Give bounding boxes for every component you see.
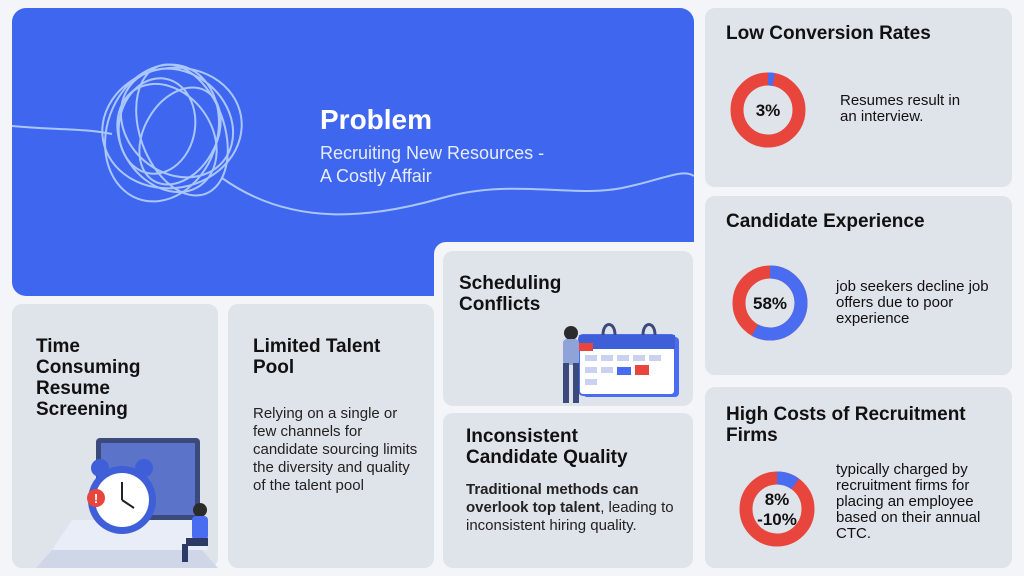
card-limited-talent: Limited Talent Pool Relying on a single … — [228, 304, 434, 568]
card-scheduling: Scheduling Conflicts — [443, 251, 693, 406]
calendar-illustration — [563, 323, 679, 403]
scribble-illustration — [12, 63, 694, 216]
card-time-consuming: Time Consuming Resume Screening ! — [12, 304, 218, 568]
donut-chart: 3% — [730, 72, 806, 148]
donut-value-label: 3% — [756, 101, 781, 120]
stat-title: Candidate Experience — [726, 211, 925, 232]
card-body-rest: , leading to inconsistent hiring quality… — [466, 499, 674, 534]
laptop-clock-illustration: ! — [36, 438, 218, 568]
card-title: Inconsistent Candidate Quality — [466, 426, 628, 468]
donut-value-arc — [732, 265, 808, 341]
stat-title: High Costs of Recruitment Firms — [726, 404, 966, 446]
donut-value-arc — [739, 471, 815, 547]
card-body-bold: Traditional methods can overlook top tal… — [466, 481, 639, 516]
stat-card-recruitment-firms: High Costs of Recruitment Firms 8% -10% … — [705, 387, 1012, 568]
stat-description: job seekers decline job offers due to po… — [836, 278, 989, 327]
stat-description: typically charged by recruitment firms f… — [836, 461, 981, 542]
hero-subtitle-line2: A Costly Affair — [320, 166, 432, 186]
donut-value-arc — [730, 72, 806, 148]
donut-value-label-line1: 8% — [765, 490, 790, 509]
hero-banner: Problem Recruiting New Resources - A Cos… — [12, 8, 694, 296]
stat-card-low-conversion: Low Conversion Rates 3% Resumes result i… — [705, 8, 1012, 187]
card-inconsistent: Inconsistent Candidate Quality Tradition… — [443, 413, 693, 568]
hero-subtitle-line1: Recruiting New Resources - — [320, 143, 545, 163]
hero-subtitle: Recruiting New Resources - A Costly Affa… — [320, 142, 620, 188]
stat-card-candidate-experience: Candidate Experience 58% job seekers dec… — [705, 196, 1012, 375]
card-title: Scheduling Conflicts — [459, 273, 562, 315]
stat-description: Resumes result in an interview. — [840, 92, 961, 125]
hero-title: Problem — [320, 104, 433, 135]
donut-value-label-line2: -10% — [757, 510, 797, 529]
card-title: Time Consuming Resume Screening — [36, 336, 141, 420]
card-body: Traditional methods can overlook top tal… — [466, 481, 676, 535]
donut-track — [739, 471, 815, 547]
svg-text:!: ! — [94, 491, 98, 506]
card-title: Limited Talent Pool — [253, 336, 381, 378]
card-body: Relying on a single or few channels for … — [253, 405, 418, 494]
donut-chart: 58% — [732, 265, 808, 341]
donut-chart: 8% -10% — [739, 471, 815, 547]
stat-title: Low Conversion Rates — [726, 23, 931, 44]
donut-value-label: 58% — [753, 294, 787, 313]
